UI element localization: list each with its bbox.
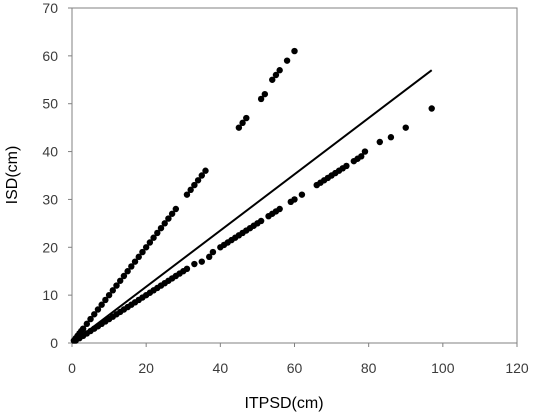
data-point-series-2 [183,265,191,273]
data-point-series-1 [120,272,128,280]
data-point-series-1 [102,296,109,304]
data-point-series-1 [105,291,113,299]
x-axis-title: ITPSD(cm) [244,395,323,412]
reference-line [71,69,433,344]
data-point-series-1 [235,124,243,131]
data-point-series-1 [94,306,102,313]
tick-labels: 0 20 40 60 80 100 120 0 10 20 30 40 50 60 70 [42,0,528,376]
x-tick-label: 100 [431,360,455,376]
data-point-series-1 [87,315,94,323]
x-tick-label: 60 [287,360,303,376]
data-point-series-1 [257,95,265,103]
x-tick-label: 80 [361,360,377,376]
axes [68,7,518,347]
data-point-series-1 [269,76,276,83]
data-point-series-1 [91,311,98,318]
data-point-series-2 [361,148,369,155]
data-point-series-2 [276,205,283,213]
x-tick-label: 0 [68,360,76,376]
data-point-series-1 [109,287,116,294]
data-point-series-1 [172,205,180,213]
data-point-series-1 [168,210,176,217]
data-point-series-1 [142,244,150,251]
x-tick-label: 120 [505,360,529,376]
y-tick-label: 50 [42,96,58,112]
data-point-series-1 [202,167,209,174]
data-point-series-2 [291,196,298,203]
y-tick-label: 70 [42,0,58,16]
y-tick-label: 20 [42,239,58,255]
data-point-series-1 [113,282,120,289]
data-point-series-1 [187,186,194,194]
data-point-series-1 [117,277,124,284]
data-point-series-1 [131,258,139,265]
y-tick-label: 60 [42,48,58,64]
x-tick-label: 40 [213,360,229,376]
y-tick-label: 10 [42,287,58,303]
data-point-series-2 [402,124,409,131]
data-point-series-2 [209,248,217,256]
data-point-series-1 [291,47,298,55]
data-point-series-2 [387,134,395,141]
x-tick-label: 20 [138,360,154,376]
data-point-series-1 [283,57,291,64]
data-point-series-1 [161,220,168,227]
data-point-series-1 [154,229,161,237]
data-point-series-2 [428,105,435,112]
data-point-series-2 [257,217,265,225]
data-point-series-2 [376,138,383,146]
data-point-series-1 [157,224,165,232]
data-point-series-1 [261,90,269,98]
y-tick-label: 0 [50,335,58,351]
data-point-series-1 [79,325,87,332]
data-point-series-1 [165,215,172,222]
data-point-series-1 [150,234,157,241]
data-point-series-1 [276,67,283,74]
data-point-series-1 [139,248,146,256]
data-point-series-1 [83,320,91,328]
data-point-series-1 [98,301,105,308]
data-point-series-1 [128,263,135,270]
data-point-series-1 [146,239,154,246]
data-point-series-1 [124,268,131,275]
data-point-series-1 [183,191,191,198]
data-point-series-2 [343,162,350,170]
data-point-series-1 [272,71,280,79]
y-tick-label: 30 [42,191,58,207]
data-point-series-1 [243,114,250,122]
data-point-series-1 [135,253,142,261]
data-point-series-1 [194,177,202,184]
data-point-series-1 [239,119,246,127]
data-point-series-2 [191,260,198,268]
data-point-series-2 [358,153,365,160]
data-point-series-1 [191,181,198,189]
plot-area [70,47,435,344]
data-point-series-2 [198,258,205,265]
data-point-series-1 [198,172,205,179]
data-point-series-2 [206,253,213,261]
data-point-series-2 [298,191,306,198]
y-tick-label: 40 [42,144,58,160]
y-axis-title: ISD(cm) [4,146,21,205]
